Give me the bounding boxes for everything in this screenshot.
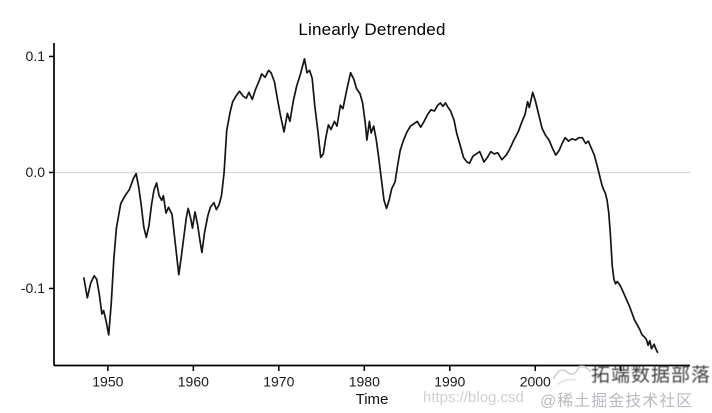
- chart-title: Linearly Detrended: [298, 20, 446, 39]
- x-tick-label: 1990: [434, 374, 465, 390]
- y-tick-label: 0.1: [26, 48, 46, 64]
- x-tick-label: 1960: [178, 374, 209, 390]
- x-axis-title: Time: [355, 391, 389, 408]
- watermark-site-name: 拓端数据部落: [591, 365, 712, 386]
- y-tick-label: 0.0: [26, 164, 46, 180]
- x-tick-label: 1970: [263, 374, 294, 390]
- x-tick-label: 2000: [520, 374, 551, 390]
- x-tick-label: 1950: [92, 374, 123, 390]
- y-tick-label: -0.1: [21, 280, 45, 296]
- x-tick-label: 1980: [349, 374, 380, 390]
- watermark-blog-url: https://blog.csd: [423, 389, 524, 406]
- data-series-line: [83, 57, 659, 354]
- watermark-scribble-icon: [550, 358, 594, 393]
- watermark-community-text: @稀土掘金技术社区: [540, 393, 694, 410]
